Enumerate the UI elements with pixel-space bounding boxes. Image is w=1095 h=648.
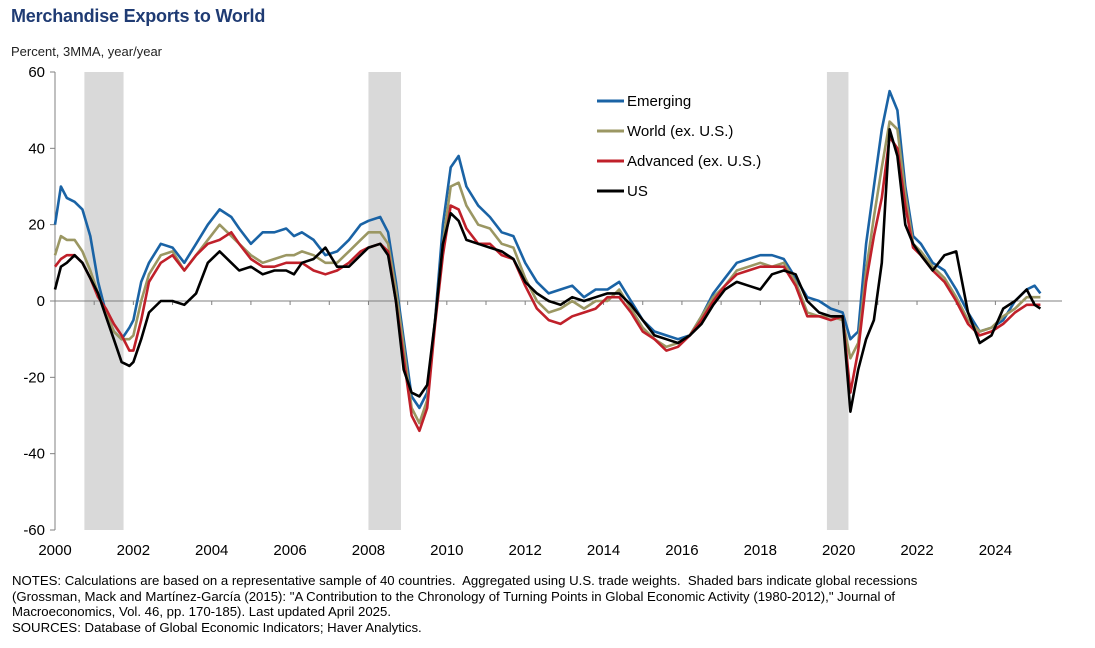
legend-label-2: World (ex. U.S.) — [627, 123, 733, 140]
x-tick-label: 2012 — [509, 542, 542, 559]
notes-line-3: Macroeconomics, Vol. 46, pp. 170-185). L… — [12, 604, 392, 619]
y-tick-label: -20 — [23, 369, 45, 386]
x-tick-label: 2002 — [117, 542, 150, 559]
x-tick-label: 2008 — [352, 542, 385, 559]
x-tick-label: 2004 — [195, 542, 228, 559]
y-tick-label: -40 — [23, 446, 45, 463]
notes-line-1: NOTES: Calculations are based on a repre… — [12, 573, 918, 588]
series-line-3 — [53, 135, 1041, 433]
legend: Emerging World (ex. U.S.) Advanced (ex. U.… — [597, 93, 761, 200]
y-tick-label: 0 — [37, 293, 45, 310]
x-tick-label: 2000 — [38, 542, 71, 559]
x-tick-label: 2024 — [979, 542, 1012, 559]
notes-line-2: (Grossman, Mack and Martínez-García (201… — [12, 588, 896, 604]
y-tick-label: -60 — [23, 522, 45, 539]
chart-plot: 60 40 20 0 -20 -40 -60 2000 2002 2004 2006 2008 2010… — [23, 64, 1062, 559]
x-tick-label: 2020 — [822, 542, 855, 559]
chart-title: Merchandise Exports to World — [11, 6, 266, 26]
series-line-1 — [53, 89, 1042, 410]
axes: 60 40 20 0 -20 -40 -60 2000 2002 2004 2006 2008 2010… — [23, 64, 1062, 559]
legend-label-4: US — [627, 183, 648, 200]
x-tick-label: 2016 — [665, 542, 698, 559]
y-tick-label: 60 — [28, 64, 45, 81]
legend-label-1: Emerging — [627, 93, 691, 110]
x-tick-label: 2018 — [744, 542, 777, 559]
legend-label-3: Advanced (ex. U.S.) — [627, 153, 761, 170]
x-tick-label: 2014 — [587, 542, 620, 559]
x-tick-label: 2010 — [430, 542, 463, 559]
x-tick-label: 2022 — [900, 542, 933, 559]
chart-subtitle: Percent, 3MMA, year/year — [11, 44, 162, 59]
series-line-4 — [53, 128, 1042, 413]
series-lines — [53, 89, 1042, 433]
y-tick-label: 40 — [28, 140, 45, 157]
y-tick-label: 20 — [28, 217, 45, 234]
x-tick-label: 2006 — [273, 542, 306, 559]
notes-line-4: SOURCES: Database of Global Economic Ind… — [12, 619, 422, 635]
chart-notes: NOTES: Calculations are based on a repre… — [12, 573, 1072, 635]
